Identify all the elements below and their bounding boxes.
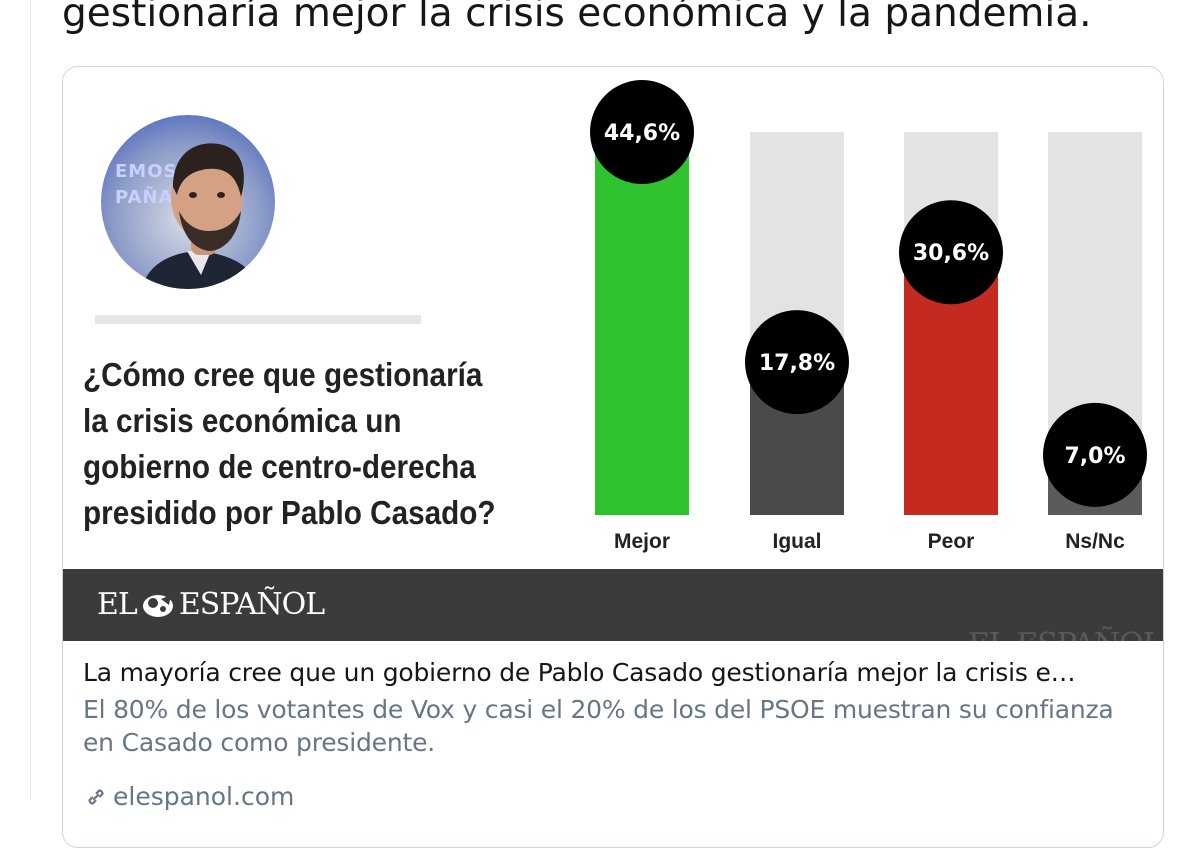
value-bubble-igual (745, 310, 849, 415)
card-link[interactable]: elespanol.com (83, 781, 294, 813)
category-label-igual: Igual (772, 530, 821, 553)
divider-rule (95, 315, 421, 324)
card-description: El 80% de los votantes de Vox y casi el … (83, 695, 1114, 757)
card-meta[interactable]: La mayoría cree que un gobierno de Pablo… (63, 641, 1163, 847)
brand-watermark: EL ESPAÑOL (968, 625, 1163, 641)
value-label-igual: 17,8% (759, 351, 835, 376)
survey-question: ¿Cómo cree que gestionaría la crisis eco… (83, 356, 496, 531)
value-label-peor: 30,6% (913, 241, 989, 266)
value-label-mejor: 44,6% (604, 121, 680, 146)
link-icon (88, 789, 104, 805)
bar-mejor (595, 132, 689, 515)
logo-text-el: EL (97, 587, 138, 622)
avatar-text-line-2: PAÑA (115, 187, 174, 208)
tweet-text: gestionaría mejor la crisis económica y … (62, 0, 1092, 36)
card-title[interactable]: La mayoría cree que un gobierno de Pablo… (83, 658, 1076, 687)
timeline-border (30, 0, 31, 800)
logo-text-espanol: ESPAÑOL (178, 587, 325, 622)
lion-emblem-icon (142, 595, 173, 617)
value-bubble-peor (899, 200, 1003, 305)
avatar-background-text: EMOS PAÑA (115, 159, 177, 211)
category-label-nsnc: Ns/Nc (1065, 530, 1125, 553)
card-link-domain: elespanol.com (113, 782, 295, 811)
category-label-peor: Peor (928, 530, 975, 553)
link-card[interactable]: EMOS PAÑA ¿Cómo cree que gestionaría la … (62, 66, 1164, 848)
value-bubble-mejor (590, 80, 694, 184)
category-label-mejor: Mejor (614, 530, 670, 553)
bar-chart: 44,6% Mejor 17,8% Igual 30,6% Peor 7,0% Ns/Nc (590, 80, 1147, 553)
brand-band: EL ESPAÑOL EL ESPAÑOL (63, 569, 1163, 641)
el-espanol-logo: EL ESPAÑOL (97, 585, 325, 625)
avatar-text-line-1: EMOS (115, 161, 178, 182)
value-bubble-nsnc (1043, 402, 1147, 507)
politician-avatar: EMOS PAÑA (101, 115, 275, 289)
value-label-nsnc: 7,0% (1064, 444, 1125, 469)
card-image[interactable]: EMOS PAÑA ¿Cómo cree que gestionaría la … (63, 67, 1163, 641)
person-portrait (141, 143, 261, 289)
